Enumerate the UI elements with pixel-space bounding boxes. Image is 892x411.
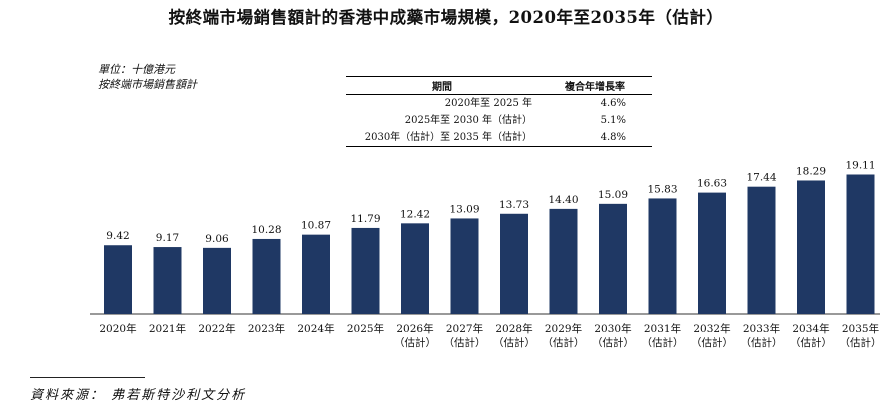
- x-tick-note: （估計）: [444, 336, 486, 349]
- x-tick-note: （估計）: [642, 336, 684, 349]
- x-tick-label: 2027年: [446, 322, 483, 335]
- x-tick-label: 2034年: [792, 322, 829, 335]
- x-tick-note: （估計）: [840, 336, 882, 349]
- bar: [104, 245, 132, 314]
- x-tick-note: （估計）: [493, 336, 535, 349]
- cagr-period: 2025年至 2030 年（估計）: [404, 115, 532, 126]
- bar-value-label: 10.28: [251, 224, 281, 236]
- cagr-table: 期間 複合年增長率 2020年至 2025 年 4.6% 2025年至 2030…: [346, 76, 652, 147]
- bar: [698, 192, 726, 314]
- bar-value-label: 13.09: [449, 203, 479, 215]
- bar-value-label: 9.42: [106, 230, 129, 242]
- bar-value-label: 16.63: [697, 178, 727, 190]
- source-divider: [30, 377, 145, 378]
- bar: [797, 180, 825, 314]
- source-note: 資料來源： 弗若斯特沙利文分析: [30, 388, 247, 403]
- bar: [648, 198, 677, 314]
- bar-value-label: 13.73: [499, 199, 529, 211]
- x-tick-label: 2029年: [545, 322, 582, 335]
- bar-value-label: 19.11: [845, 159, 875, 171]
- cagr-period: 2030年（估計）至 2035 年（估計）: [346, 129, 538, 147]
- bar-value-label: 18.29: [796, 165, 826, 177]
- x-tick-label: 2028年: [495, 322, 532, 335]
- unit-basis-label: 按終端市場銷售額計: [98, 78, 197, 91]
- bar: [351, 227, 380, 314]
- cagr-rate: 4.6%: [600, 98, 626, 109]
- cagr-rate: 4.8%: [538, 129, 652, 147]
- bar: [500, 213, 528, 314]
- chart-title: 按終端市場銷售額計的香港中成藥市場規模，2020年至2035年（估計）: [168, 8, 724, 27]
- bar: [302, 234, 330, 314]
- x-tick-label: 2020年: [99, 322, 136, 335]
- x-tick-note: （估計）: [691, 336, 733, 349]
- cagr-header-rate: 複合年增長率: [538, 76, 652, 95]
- cagr-rate: 5.1%: [600, 115, 626, 126]
- bar: [401, 223, 429, 314]
- cagr-period: 2020年至 2025 年: [444, 98, 532, 109]
- bar: [846, 174, 875, 314]
- x-tick-note: （估計）: [741, 336, 783, 349]
- bar: [599, 203, 627, 314]
- x-tick-label: 2033年: [743, 322, 780, 335]
- bar: [252, 238, 281, 314]
- unit-note: 單位：十億港元 按終端市場銷售額計: [98, 62, 197, 92]
- bar-value-label: 9.06: [205, 233, 229, 245]
- unit-label: 單位：十億港元: [98, 63, 175, 76]
- bar-value-label: 11.79: [350, 213, 380, 225]
- bar: [747, 186, 776, 314]
- bar: [153, 247, 182, 314]
- bar-value-label: 15.83: [647, 183, 677, 195]
- x-tick-label: 2030年: [594, 322, 631, 335]
- x-tick-label: 2025年: [347, 322, 384, 335]
- bar: [450, 218, 479, 314]
- x-tick-note: （估計）: [592, 336, 634, 349]
- bar: [549, 208, 578, 314]
- bar-value-label: 10.87: [301, 220, 331, 232]
- x-tick-note: （估計）: [543, 336, 585, 349]
- cagr-row: 2030年（估計）至 2035 年（估計） 4.8%: [346, 129, 652, 147]
- x-tick-label: 2023年: [248, 322, 285, 335]
- bar-value-label: 14.40: [548, 194, 578, 206]
- bar-value-label: 9.17: [156, 232, 179, 244]
- x-tick-label: 2021年: [149, 322, 186, 335]
- x-tick-note: （估計）: [790, 336, 832, 349]
- x-tick-note: （估計）: [394, 336, 436, 349]
- cagr-row: 2020年至 2025 年 4.6%: [346, 95, 652, 113]
- bar: [203, 247, 231, 314]
- x-tick-label: 2032年: [693, 322, 730, 335]
- x-tick-label: 2024年: [297, 322, 334, 335]
- cagr-header-period: 期間: [346, 76, 538, 95]
- x-tick-label: 2026年: [396, 322, 433, 335]
- cagr-header-row: 期間 複合年增長率: [346, 76, 652, 95]
- bar-value-label: 15.09: [598, 189, 628, 201]
- x-tick-label: 2031年: [644, 322, 681, 335]
- bar-value-label: 17.44: [746, 172, 776, 184]
- x-tick-label: 2035年: [842, 322, 879, 335]
- x-tick-label: 2022年: [198, 322, 235, 335]
- cagr-row: 2025年至 2030 年（估計） 5.1%: [346, 112, 652, 129]
- bar-value-label: 12.42: [400, 208, 430, 220]
